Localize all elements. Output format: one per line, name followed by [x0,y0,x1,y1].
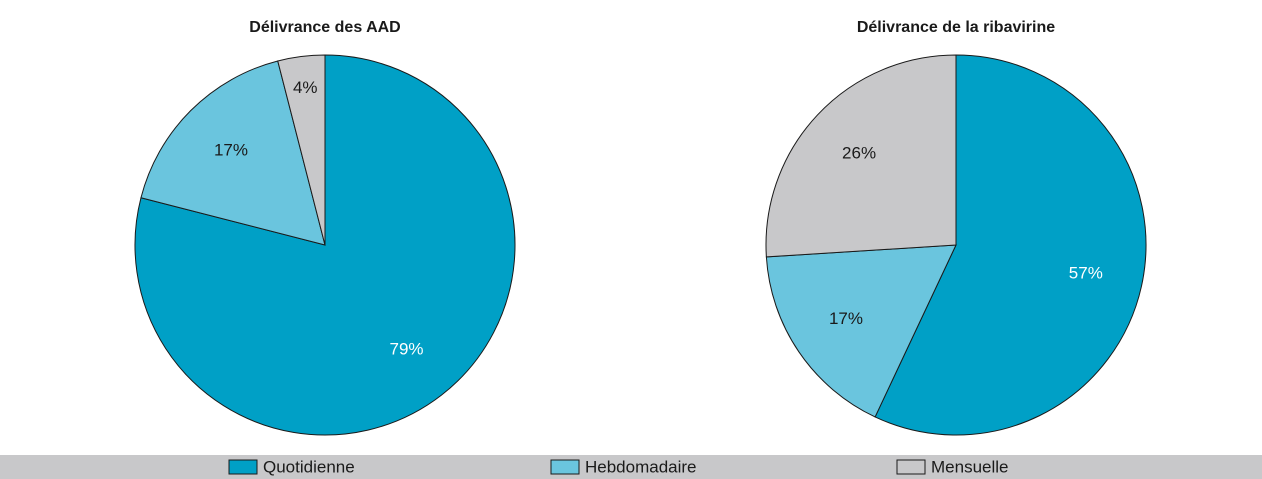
data-label: 57% [1069,263,1103,282]
data-label: 17% [829,309,863,328]
data-label: 17% [214,140,248,159]
legend-swatch [228,459,258,475]
pie-slice [134,54,516,436]
pie-slice [765,244,957,418]
legend-label: Quotidienne [263,457,355,476]
legend-swatch [550,459,580,475]
pie-slice [765,54,957,258]
data-label: 4% [293,78,318,97]
pie-slice [277,54,326,246]
legend-label: Mensuelle [931,457,1009,476]
pie-slice [140,60,326,246]
pie-slice [874,54,1147,436]
data-label: 79% [390,340,424,359]
legend-band [0,455,1262,479]
data-label: 26% [842,143,876,162]
legend-swatch [896,459,926,475]
chart-title: Délivrance des AAD [249,19,400,36]
legend-label: Hebdomadaire [585,457,697,476]
chart-title: Délivrance de la ribavirine [857,19,1055,36]
